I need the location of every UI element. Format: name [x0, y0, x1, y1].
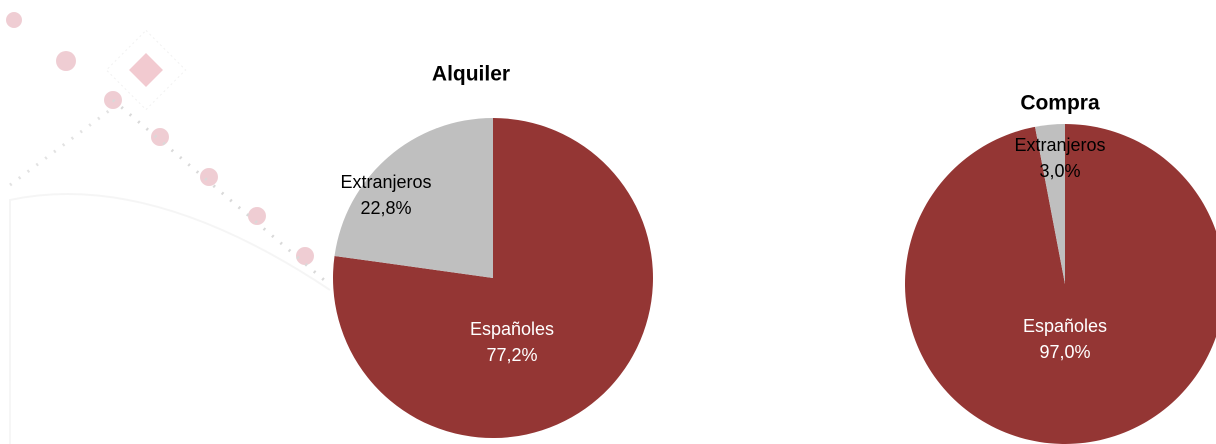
slice-value-label: 22,8% — [360, 198, 411, 218]
slice-category-label: Españoles — [1023, 316, 1107, 336]
chart-title: Compra — [1020, 92, 1100, 115]
slice-value-label: 3,0% — [1039, 161, 1080, 181]
chart-title: Alquiler — [432, 63, 510, 86]
pie-chart: Compra Españoles 97,0% Extranjeros 3,0% — [905, 92, 1216, 444]
pie-slice — [334, 118, 493, 278]
slice-category-label: Españoles — [470, 319, 554, 339]
background-decoration — [6, 12, 331, 444]
pie-slice — [1035, 124, 1065, 284]
pie-slice — [333, 118, 653, 439]
slice-category-label: Extranjeros — [1014, 135, 1105, 155]
slice-value-label: 97,0% — [1039, 342, 1090, 362]
pie-slice — [905, 124, 1216, 444]
pie-chart: Alquiler Españoles 77,2% Extranjeros 22,8% — [333, 63, 653, 439]
slice-value-label: 77,2% — [486, 345, 537, 365]
slice-category-label: Extranjeros — [340, 172, 431, 192]
